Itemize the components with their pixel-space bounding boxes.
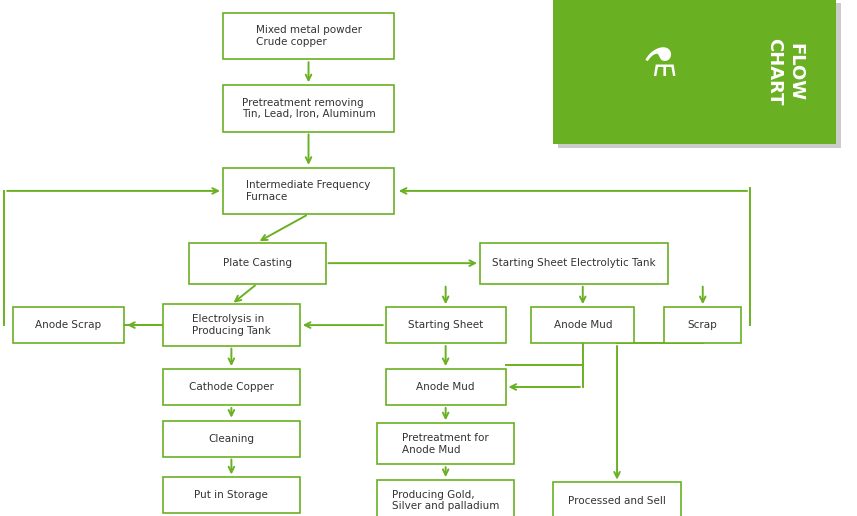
FancyBboxPatch shape [664, 307, 741, 343]
FancyBboxPatch shape [163, 421, 300, 457]
FancyBboxPatch shape [386, 307, 506, 343]
FancyBboxPatch shape [223, 85, 394, 132]
FancyBboxPatch shape [163, 304, 300, 346]
FancyBboxPatch shape [553, 482, 681, 516]
FancyBboxPatch shape [163, 477, 300, 513]
FancyBboxPatch shape [223, 168, 394, 214]
Text: ⚗: ⚗ [643, 46, 678, 84]
Text: Starting Sheet Electrolytic Tank: Starting Sheet Electrolytic Tank [493, 258, 656, 268]
Text: Anode Mud: Anode Mud [554, 320, 612, 330]
Text: Pretreatment for
Anode Mud: Pretreatment for Anode Mud [402, 433, 489, 455]
Text: Starting Sheet: Starting Sheet [408, 320, 483, 330]
FancyBboxPatch shape [163, 369, 300, 405]
Text: Electrolysis in
Producing Tank: Electrolysis in Producing Tank [192, 314, 271, 336]
Text: Anode Mud: Anode Mud [417, 382, 475, 392]
Text: Plate Casting: Plate Casting [223, 258, 291, 268]
FancyBboxPatch shape [189, 243, 326, 284]
FancyBboxPatch shape [553, 0, 836, 144]
Text: Processed and Sell: Processed and Sell [568, 495, 666, 506]
FancyBboxPatch shape [223, 13, 394, 59]
FancyBboxPatch shape [13, 307, 124, 343]
Text: Producing Gold,
Silver and palladium: Producing Gold, Silver and palladium [392, 490, 500, 511]
Text: Cathode Copper: Cathode Copper [189, 382, 274, 392]
FancyBboxPatch shape [386, 369, 506, 405]
Text: Mixed metal powder
Crude copper: Mixed metal powder Crude copper [255, 25, 362, 47]
FancyBboxPatch shape [531, 307, 634, 343]
Text: Scrap: Scrap [688, 320, 717, 330]
FancyBboxPatch shape [377, 423, 514, 464]
FancyBboxPatch shape [480, 243, 668, 284]
FancyBboxPatch shape [377, 480, 514, 516]
Text: FLOW
CHART: FLOW CHART [765, 39, 804, 106]
Text: Pretreatment removing
Tin, Lead, Iron, Aluminum: Pretreatment removing Tin, Lead, Iron, A… [242, 98, 375, 119]
Text: Anode Scrap: Anode Scrap [35, 320, 102, 330]
Text: Put in Storage: Put in Storage [195, 490, 268, 501]
Text: Intermediate Frequency
Furnace: Intermediate Frequency Furnace [246, 180, 371, 202]
FancyBboxPatch shape [558, 3, 841, 148]
Text: Cleaning: Cleaning [208, 433, 255, 444]
